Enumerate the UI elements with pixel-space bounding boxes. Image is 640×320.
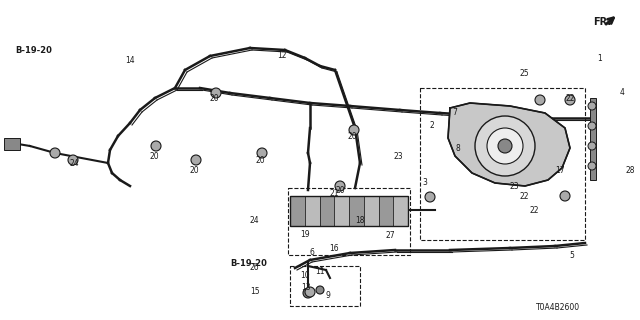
Text: FR.: FR.: [593, 17, 611, 27]
Text: 1: 1: [598, 53, 602, 62]
Circle shape: [303, 288, 313, 298]
Text: 3: 3: [422, 178, 428, 187]
Text: 24: 24: [69, 158, 79, 167]
Circle shape: [487, 128, 523, 164]
Text: 14: 14: [125, 55, 135, 65]
Bar: [290, 196, 305, 226]
Bar: [393, 196, 408, 226]
Polygon shape: [448, 103, 570, 186]
Text: 22: 22: [565, 93, 575, 102]
Circle shape: [535, 95, 545, 105]
Text: 20: 20: [347, 132, 357, 140]
Text: 10: 10: [300, 270, 310, 279]
Text: 21: 21: [329, 188, 339, 197]
Text: 12: 12: [277, 51, 287, 60]
Circle shape: [588, 122, 596, 130]
Text: 24: 24: [249, 215, 259, 225]
Text: 20: 20: [335, 186, 345, 195]
Circle shape: [335, 181, 345, 191]
Text: 22: 22: [529, 205, 539, 214]
Text: 11: 11: [316, 268, 324, 276]
Bar: [305, 196, 319, 226]
Text: B-19-20: B-19-20: [15, 45, 52, 54]
Circle shape: [588, 162, 596, 170]
Text: 15: 15: [250, 286, 260, 295]
Text: 13: 13: [301, 283, 311, 292]
Text: 27: 27: [385, 230, 395, 239]
Bar: [364, 196, 378, 226]
Text: 2: 2: [429, 121, 435, 130]
Text: 20: 20: [189, 165, 199, 174]
Text: 22: 22: [519, 191, 529, 201]
Circle shape: [50, 148, 60, 158]
Circle shape: [498, 139, 512, 153]
Text: 19: 19: [300, 229, 310, 238]
Bar: [420, 88, 585, 240]
Text: 25: 25: [519, 68, 529, 77]
Circle shape: [349, 125, 359, 135]
Text: 17: 17: [555, 165, 565, 174]
Text: 26: 26: [249, 263, 259, 273]
Text: 20: 20: [149, 151, 159, 161]
Circle shape: [425, 192, 435, 202]
Bar: [349, 196, 364, 226]
Text: 18: 18: [355, 215, 365, 225]
Text: 23: 23: [509, 181, 519, 190]
Text: 4: 4: [620, 87, 625, 97]
Bar: [4, 138, 20, 150]
Circle shape: [560, 191, 570, 201]
Circle shape: [565, 95, 575, 105]
Circle shape: [316, 286, 324, 294]
Text: 28: 28: [625, 165, 635, 174]
Text: 7: 7: [452, 108, 458, 116]
Bar: [290, 266, 360, 306]
Circle shape: [211, 88, 221, 98]
Bar: [288, 188, 410, 255]
Text: T0A4B2600: T0A4B2600: [536, 303, 580, 313]
Circle shape: [588, 142, 596, 150]
Circle shape: [257, 148, 267, 158]
Circle shape: [588, 102, 596, 110]
Text: B-19-20: B-19-20: [230, 260, 267, 268]
Text: 23: 23: [393, 151, 403, 161]
Circle shape: [475, 116, 535, 176]
Bar: [590, 98, 596, 180]
Bar: [378, 196, 393, 226]
Text: 20: 20: [209, 93, 219, 102]
Bar: [290, 196, 408, 226]
Text: 8: 8: [456, 143, 460, 153]
Bar: [319, 196, 334, 226]
Text: 16: 16: [329, 244, 339, 252]
Text: 9: 9: [326, 292, 330, 300]
Circle shape: [68, 155, 78, 165]
Circle shape: [151, 141, 161, 151]
Bar: [334, 196, 349, 226]
Text: 5: 5: [570, 251, 575, 260]
Text: 6: 6: [310, 247, 314, 257]
Circle shape: [191, 155, 201, 165]
Circle shape: [305, 287, 315, 297]
Text: 20: 20: [255, 156, 265, 164]
